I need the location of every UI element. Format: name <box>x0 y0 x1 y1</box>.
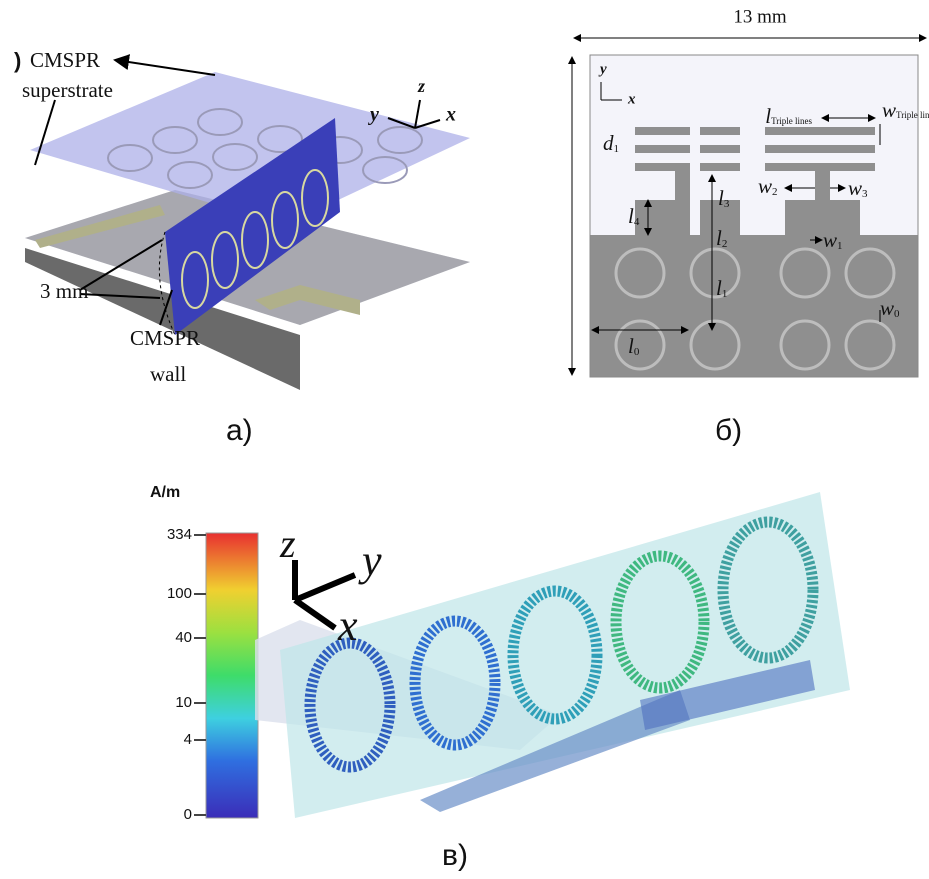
dimension-symbol: w <box>848 176 862 200</box>
label: superstrate <box>22 78 113 102</box>
axis-label: z <box>279 521 296 566</box>
panel-label: б) <box>715 414 742 447</box>
gap <box>690 120 700 235</box>
scale-label: 10 <box>175 694 192 711</box>
dimension-index: 4 <box>634 216 640 228</box>
axis-label: x <box>627 91 636 107</box>
label: CMSPR <box>30 48 100 72</box>
scale-label: 334 <box>167 526 192 543</box>
dimension-index: 1 <box>837 240 843 252</box>
axis-label: x <box>445 104 456 126</box>
axis-label: y <box>358 536 382 585</box>
dimension-index: 0 <box>634 346 640 358</box>
scale-label: 100 <box>167 585 192 602</box>
scale-label: 0 <box>184 806 192 823</box>
dimension-index: 1 <box>722 288 728 300</box>
panel-label: а) <box>226 414 253 447</box>
gap <box>752 120 762 180</box>
bracket: ) <box>14 48 21 73</box>
dimension-symbol: d <box>603 131 614 155</box>
dimension-index: 3 <box>862 188 868 200</box>
dimension-index: 2 <box>722 238 728 250</box>
axis-label: x <box>337 601 358 650</box>
dimension-index: 1 <box>614 143 620 155</box>
dimension-symbol: w <box>880 296 894 320</box>
width-label: 13 mm <box>733 6 787 27</box>
panel-label: в) <box>442 839 468 872</box>
axis-label: z <box>417 76 425 96</box>
axis-label: y <box>598 61 607 77</box>
figure: ) CMSPR superstrate 3 mm CMSPR wall y z … <box>0 0 929 879</box>
label: 3 mm <box>40 279 88 303</box>
scale-label: 4 <box>184 731 192 748</box>
dimension-index: Triple lines <box>771 116 812 126</box>
dimension-symbol: w <box>882 98 896 122</box>
label: wall <box>150 362 186 386</box>
dimension-index: 3 <box>724 198 730 210</box>
pointer <box>115 60 215 75</box>
dimension-index: 0 <box>894 308 900 320</box>
dimension-index: Triple lines <box>896 110 929 120</box>
dimension-index: 2 <box>772 186 778 198</box>
scale-label: 40 <box>175 629 192 646</box>
dimension-symbol: w <box>823 228 837 252</box>
label: CMSPR <box>130 326 200 350</box>
axis-label: y <box>368 104 379 126</box>
panel-a: ) CMSPR superstrate 3 mm CMSPR wall y z … <box>14 48 470 447</box>
dimension-symbol: w <box>758 174 772 198</box>
colorbar <box>206 533 258 818</box>
unit: A/m <box>150 484 180 501</box>
